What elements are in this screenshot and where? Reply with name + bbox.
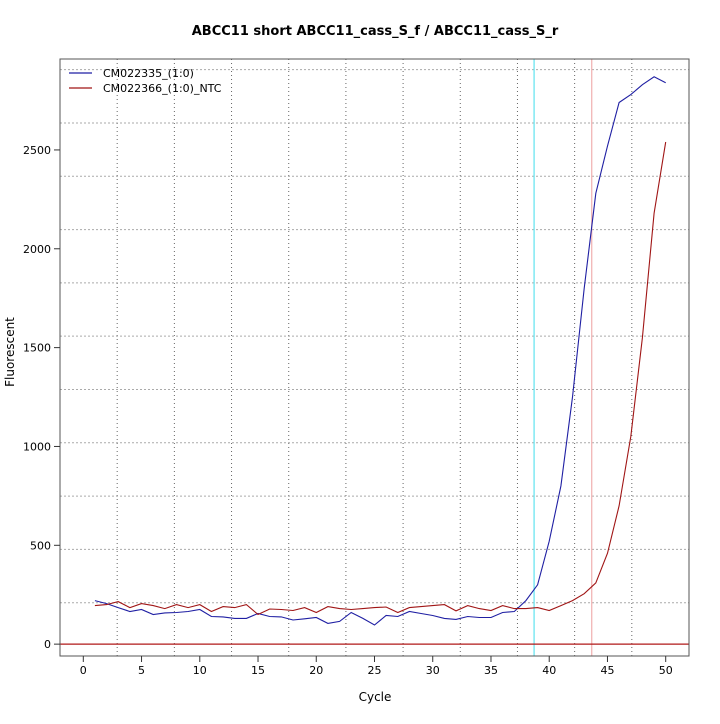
x-tick-label: 20 bbox=[309, 664, 323, 677]
y-tick-label: 1000 bbox=[23, 440, 51, 453]
x-axis: 0 5 10 15 20 25 30 35 40 45 50 bbox=[80, 656, 673, 677]
series-line-1 bbox=[94, 141, 667, 616]
y-tick-label: 1500 bbox=[23, 342, 51, 355]
y-axis: 0 500 1000 1500 2000 2500 bbox=[23, 144, 60, 651]
x-tick-label: 10 bbox=[193, 664, 207, 677]
y-tick-label: 0 bbox=[44, 638, 51, 651]
x-tick-label: 35 bbox=[484, 664, 498, 677]
chart-title: ABCC11 short ABCC11_cass_S_f / ABCC11_ca… bbox=[192, 24, 559, 39]
y-tick-label: 2500 bbox=[23, 144, 51, 157]
x-axis-label: Cycle bbox=[359, 690, 392, 704]
x-tick-label: 45 bbox=[600, 664, 614, 677]
x-tick-label: 50 bbox=[659, 664, 673, 677]
legend: CM022335_(1:0) CM022366_(1:0)_NTC bbox=[69, 67, 222, 95]
x-tick-label: 5 bbox=[138, 664, 145, 677]
x-tick-label: 25 bbox=[368, 664, 382, 677]
y-tick-label: 500 bbox=[30, 539, 51, 552]
legend-label-1: CM022366_(1:0)_NTC bbox=[103, 82, 222, 95]
x-tick-label: 15 bbox=[251, 664, 265, 677]
series-line-0 bbox=[94, 76, 666, 626]
legend-label-0: CM022335_(1:0) bbox=[103, 67, 194, 80]
y-tick-label: 2000 bbox=[23, 243, 51, 256]
plot-frame bbox=[59, 58, 690, 657]
x-tick-label: 40 bbox=[542, 664, 556, 677]
y-axis-label: Fluorescent bbox=[3, 317, 17, 387]
x-tick-label: 30 bbox=[426, 664, 440, 677]
series-lines bbox=[94, 76, 667, 626]
grid bbox=[60, 59, 689, 656]
x-tick-label: 0 bbox=[80, 664, 87, 677]
markers bbox=[60, 59, 689, 656]
